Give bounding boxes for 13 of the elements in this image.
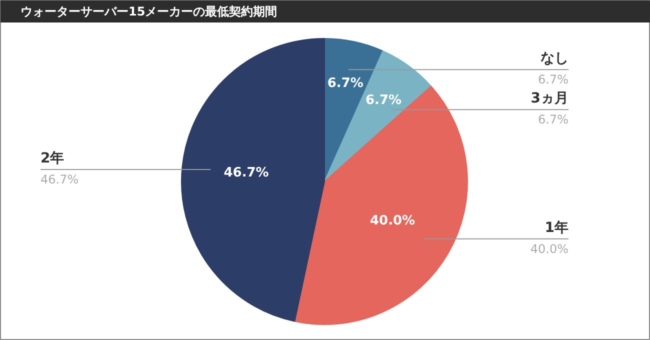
data-label: 40.0% bbox=[370, 213, 416, 228]
chart-title: ウォーターサーバー15メーカーの最低契約期間 bbox=[20, 4, 278, 18]
slice-label: 2年 bbox=[40, 150, 64, 166]
data-label: 46.7% bbox=[224, 166, 269, 181]
slice-label: 1年 bbox=[544, 220, 569, 236]
slice-label: なし bbox=[540, 50, 568, 67]
text: 6.7% bbox=[538, 112, 569, 127]
data-label: 6.7% bbox=[327, 76, 364, 92]
data-label: 6.7% bbox=[366, 93, 402, 108]
slice-label: 3ヵ月 bbox=[530, 90, 569, 107]
text: 46.7% bbox=[40, 172, 79, 186]
text: 6.7% bbox=[538, 72, 569, 87]
text: 40.0% bbox=[530, 242, 569, 256]
